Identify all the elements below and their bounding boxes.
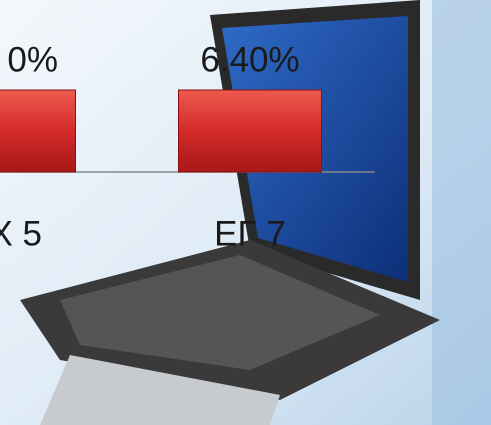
laptop-keyboard: [60, 255, 380, 370]
bar: [0, 89, 76, 173]
laptop-edge: [40, 355, 280, 425]
x-tick-label: ΕΓ 7: [214, 214, 286, 253]
value-label: 0%: [7, 40, 58, 79]
bar: [178, 89, 322, 173]
value-label: 6.40%: [200, 40, 299, 79]
x-tick-label: Χ 5: [0, 214, 42, 253]
background-band: [432, 0, 491, 425]
